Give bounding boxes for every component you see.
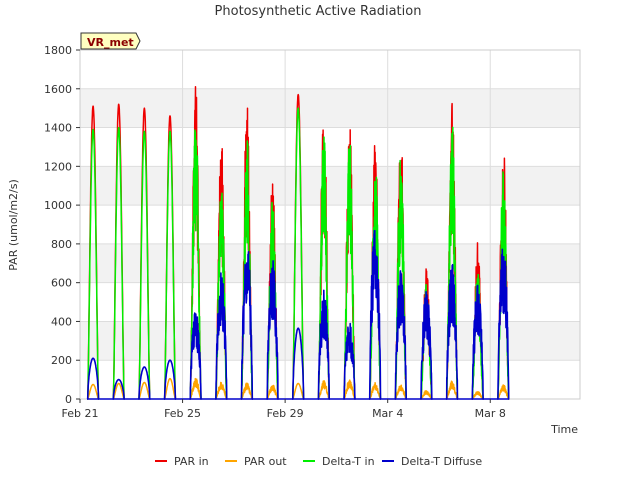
y-tick-label: 1800 xyxy=(44,44,72,57)
y-tick-label: 200 xyxy=(51,354,72,367)
x-tick-label: Mar 8 xyxy=(475,407,506,420)
plot-band xyxy=(80,243,580,283)
y-tick-label: 400 xyxy=(51,315,72,328)
legend-label: PAR in xyxy=(174,455,209,468)
y-axis-ticks: 0 200 400 600 800 1000 1200 1400 1600 1800 xyxy=(44,44,80,406)
series-layer xyxy=(86,85,510,400)
y-axis-label: PAR (umol/m2/s) xyxy=(7,179,20,271)
plot-background-bands xyxy=(80,50,580,399)
legend: PAR in PAR out Delta-T in Delta-T Diffuse xyxy=(155,455,482,468)
y-tick-label: 1400 xyxy=(44,122,72,135)
chart-title: Photosynthetic Active Radiation xyxy=(215,4,422,19)
y-tick-label: 600 xyxy=(51,277,72,290)
plot-band xyxy=(80,360,580,399)
legend-label: PAR out xyxy=(244,455,287,468)
x-tick-label: Feb 29 xyxy=(267,407,304,420)
plot-band xyxy=(80,282,580,322)
y-tick-label: 800 xyxy=(51,238,72,251)
series-line-delta-t-diffuse xyxy=(86,229,510,400)
x-tick-label: Mar 4 xyxy=(372,407,403,420)
plot-band xyxy=(80,88,580,128)
x-tick-label: Feb 25 xyxy=(164,407,201,420)
x-axis-ticks: Feb 21 Feb 25 Feb 29 Mar 4 Mar 8 xyxy=(62,399,506,420)
legend-item: PAR in xyxy=(155,455,209,468)
y-tick-label: 0 xyxy=(65,393,72,406)
legend-item: Delta-T in xyxy=(303,455,375,468)
site-label-badge: VR_met xyxy=(80,32,141,50)
plot-band xyxy=(80,127,580,167)
x-tick-label: Feb 21 xyxy=(62,407,99,420)
plot-band xyxy=(80,205,580,244)
y-tick-label: 1000 xyxy=(44,199,72,212)
site-label: VR_met xyxy=(87,36,134,49)
plot-band xyxy=(80,166,580,206)
x-axis-label: Time xyxy=(550,423,578,436)
legend-label: Delta-T in xyxy=(322,455,375,468)
y-tick-label: 1600 xyxy=(44,83,72,96)
plot-band xyxy=(80,321,580,361)
legend-item: PAR out xyxy=(225,455,287,468)
plot-band xyxy=(80,50,580,89)
series-line-par-out xyxy=(86,377,510,400)
legend-item: Delta-T Diffuse xyxy=(382,455,482,468)
y-tick-label: 1200 xyxy=(44,160,72,173)
legend-label: Delta-T Diffuse xyxy=(401,455,482,468)
